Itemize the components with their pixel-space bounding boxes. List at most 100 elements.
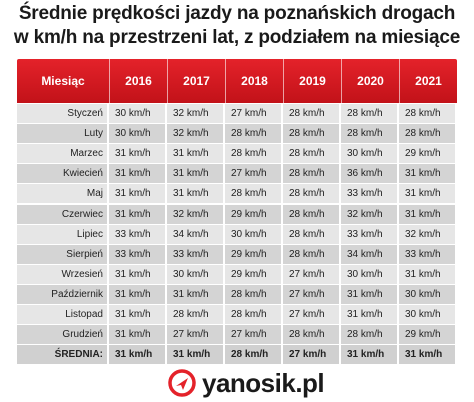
table-cell: 29 km/h [399, 144, 455, 164]
table-row: Wrzesień 31 km/h 30 km/h 29 km/h 27 km/h 30 k… [17, 264, 457, 284]
table-cell: 32 km/h [399, 224, 455, 244]
table-cell: 33 km/h [167, 244, 223, 264]
table-row: Listopad 31 km/h 28 km/h 28 km/h 27 km/h 31 k… [17, 305, 457, 325]
table-cell: 31 km/h [109, 144, 165, 164]
table-cell: 30 km/h [341, 264, 397, 284]
table-cell: 32 km/h [167, 204, 223, 224]
table-row: Sierpień 33 km/h 33 km/h 29 km/h 28 km/h 34 k… [17, 244, 457, 264]
table-cell: 30 km/h [109, 104, 165, 124]
table-cell: 34 km/h [167, 224, 223, 244]
row-label: Styczeń [17, 104, 107, 124]
table-cell: 31 km/h [341, 284, 397, 304]
table-cell: 27 km/h [283, 284, 339, 304]
row-label: Maj [17, 184, 107, 204]
row-label: Czerwiec [17, 204, 107, 224]
row-label: Listopad [17, 305, 107, 325]
table-cell: 28 km/h [341, 325, 397, 345]
table-cell: 31 km/h [167, 184, 223, 204]
table-cell: 28 km/h [225, 305, 281, 325]
row-label: Kwiecień [17, 164, 107, 184]
table-cell: 29 km/h [225, 204, 281, 224]
table-cell: 27 km/h [225, 325, 281, 345]
table-header-row: Miesiąc 2016 2017 2018 2019 2020 2021 [17, 59, 457, 103]
table-cell: 31 km/h [109, 264, 165, 284]
table-cell: 31 km/h [109, 305, 165, 325]
table-cell: 28 km/h [167, 305, 223, 325]
table-cell: 31 km/h [341, 305, 397, 325]
table-cell: 33 km/h [399, 244, 455, 264]
table-cell: 31 km/h [167, 345, 223, 365]
table-cell: 32 km/h [341, 204, 397, 224]
row-label: Grudzień [17, 325, 107, 345]
table-row: Lipiec 33 km/h 34 km/h 30 km/h 28 km/h 33 km/… [17, 224, 457, 244]
table-cell: 27 km/h [167, 325, 223, 345]
table-cell: 28 km/h [283, 164, 339, 184]
header-year: 2018 [225, 59, 283, 103]
row-label: Październik [17, 284, 107, 304]
table-cell: 32 km/h [167, 124, 223, 144]
table-cell: 33 km/h [109, 224, 165, 244]
table-row: Marzec 31 km/h 31 km/h 28 km/h 28 km/h 30 km/… [17, 144, 457, 164]
table-cell: 27 km/h [225, 104, 281, 124]
row-label: ŚREDNIA: [17, 345, 107, 365]
table-body: Styczeń 30 km/h 32 km/h 27 km/h 28 km/h 28 km… [17, 104, 457, 365]
table-row: Maj 31 km/h 31 km/h 28 km/h 28 km/h 33 km/h 31… [17, 184, 457, 204]
yanosik-logo-icon [168, 369, 196, 397]
table-cell: 31 km/h [399, 204, 455, 224]
header-year: 2021 [399, 59, 457, 103]
header-month: Miesiąc [41, 74, 85, 88]
table-cell: 28 km/h [283, 104, 339, 124]
header-year: 2017 [167, 59, 225, 103]
summary-row: ŚREDNIA: 31 km/h 31 km/h 28 km/h 27 km/h 31 k… [17, 345, 457, 365]
table-cell: 28 km/h [283, 184, 339, 204]
row-label: Marzec [17, 144, 107, 164]
table-cell: 32 km/h [167, 104, 223, 124]
table-cell: 28 km/h [283, 325, 339, 345]
table-cell: 27 km/h [283, 305, 339, 325]
table-cell: 31 km/h [341, 345, 397, 365]
table-cell: 30 km/h [341, 144, 397, 164]
table-cell: 28 km/h [283, 124, 339, 144]
table-cell: 28 km/h [225, 345, 281, 365]
table-row: Kwiecień 31 km/h 31 km/h 27 km/h 28 km/h 36 k… [17, 164, 457, 184]
header-year: 2019 [283, 59, 341, 103]
table-cell: 31 km/h [399, 164, 455, 184]
row-label: Sierpień [17, 244, 107, 264]
table-cell: 28 km/h [341, 104, 397, 124]
table-cell: 36 km/h [341, 164, 397, 184]
table-cell: 31 km/h [399, 264, 455, 284]
table-cell: 29 km/h [399, 325, 455, 345]
table-cell: 31 km/h [399, 184, 455, 204]
title-line-2: w km/h na przestrzeni lat, z podziałem n… [13, 27, 461, 48]
logo-text: yanosik.pl [202, 367, 325, 398]
table-cell: 30 km/h [399, 284, 455, 304]
table-cell: 28 km/h [399, 104, 455, 124]
row-label: Lipiec [17, 224, 107, 244]
table-cell: 28 km/h [283, 144, 339, 164]
table-cell: 31 km/h [167, 284, 223, 304]
chart-title: Średnie prędkości jazdy na poznańskich d… [0, 2, 474, 50]
table-cell: 28 km/h [225, 124, 281, 144]
table-cell: 31 km/h [399, 345, 455, 365]
table-cell: 31 km/h [109, 184, 165, 204]
table-cell: 28 km/h [225, 184, 281, 204]
table-cell: 28 km/h [399, 124, 455, 144]
table-cell: 31 km/h [167, 164, 223, 184]
table-cell: 31 km/h [109, 164, 165, 184]
table-cell: 31 km/h [109, 204, 165, 224]
table-row: Czerwiec 31 km/h 32 km/h 29 km/h 28 km/h 32 k… [17, 204, 457, 224]
table-cell: 30 km/h [109, 124, 165, 144]
table-cell: 29 km/h [225, 244, 281, 264]
table-cell: 31 km/h [109, 325, 165, 345]
table-cell: 33 km/h [341, 184, 397, 204]
table-cell: 29 km/h [225, 264, 281, 284]
table-cell: 27 km/h [283, 264, 339, 284]
header-year: 2020 [341, 59, 399, 103]
table-cell: 33 km/h [341, 224, 397, 244]
table-cell: 28 km/h [283, 204, 339, 224]
header-year: 2016 [109, 59, 167, 103]
row-label: Wrzesień [17, 264, 107, 284]
table-cell: 31 km/h [109, 284, 165, 304]
table-cell: 31 km/h [167, 144, 223, 164]
table-row: Październik 31 km/h 31 km/h 28 km/h 27 km/h 3… [17, 284, 457, 304]
